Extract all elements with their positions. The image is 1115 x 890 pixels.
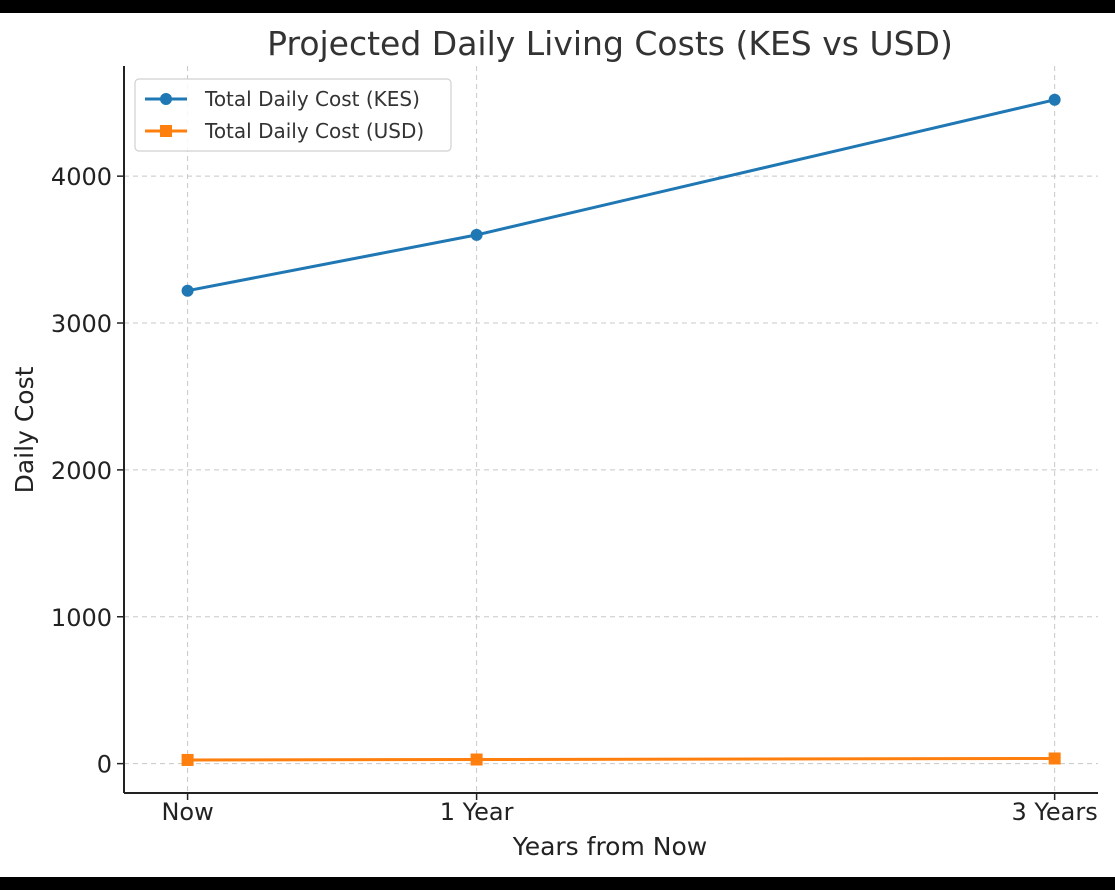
data-point — [181, 753, 194, 766]
legend-item: Total Daily Cost (USD) — [145, 119, 424, 143]
chart-title: Projected Daily Living Costs (KES vs USD… — [267, 24, 953, 63]
series-line — [187, 756, 1055, 762]
y-tick-label: 4000 — [51, 163, 112, 191]
legend-item: Total Daily Cost (KES) — [145, 87, 420, 111]
data-point — [1048, 93, 1061, 106]
legend-label: Total Daily Cost (USD) — [204, 119, 424, 143]
y-ticks: 0 1000 2000 3000 4000 — [51, 163, 124, 779]
y-tick-label: 1000 — [51, 604, 112, 632]
legend-marker — [160, 93, 172, 105]
x-tick-label: Now — [161, 798, 213, 826]
series-2 — [181, 752, 1061, 766]
axes — [123, 66, 1098, 794]
x-tick-label: 3 Years — [1012, 798, 1098, 826]
legend: Total Daily Cost (KES) Total Daily Cost (… — [134, 78, 452, 152]
grid-lines — [124, 66, 1098, 793]
series-layer — [181, 93, 1061, 766]
x-ticks: Now 1 Year 3 Years — [161, 793, 1098, 826]
y-tick-label: 0 — [97, 751, 112, 779]
legend-box — [134, 78, 452, 152]
line-chart: Projected Daily Living Costs (KES vs USD… — [10, 24, 1098, 861]
legend-label: Total Daily Cost (KES) — [204, 87, 420, 111]
y-tick-label: 2000 — [51, 457, 112, 485]
data-point — [470, 753, 483, 766]
y-axis-label: Daily Cost — [10, 366, 39, 493]
x-tick-label: 1 Year — [440, 798, 514, 826]
chart-canvas: Projected Daily Living Costs (KES vs USD… — [0, 13, 1115, 877]
data-point — [470, 228, 483, 241]
series-1 — [181, 93, 1061, 297]
data-point — [1048, 752, 1061, 765]
legend-marker — [160, 125, 172, 137]
data-point — [181, 284, 194, 297]
y-tick-label: 3000 — [51, 310, 112, 338]
x-axis-label: Years from Now — [512, 832, 707, 861]
